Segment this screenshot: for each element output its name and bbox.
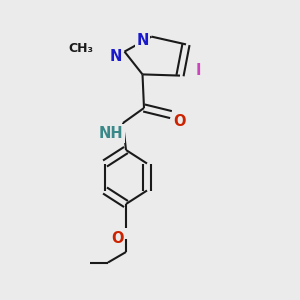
- Text: NH: NH: [99, 126, 123, 141]
- Text: O: O: [111, 231, 123, 246]
- Text: I: I: [195, 63, 201, 78]
- Text: N: N: [136, 33, 149, 48]
- Text: CH₃: CH₃: [68, 41, 94, 55]
- Text: N: N: [109, 50, 122, 64]
- Text: O: O: [174, 114, 186, 129]
